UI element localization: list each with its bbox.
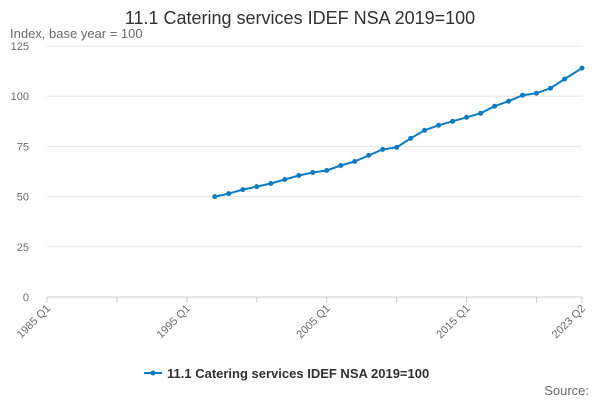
data-point[interactable]	[492, 103, 498, 109]
legend-label: 11.1 Catering services IDEF NSA 2019=100	[167, 366, 429, 381]
data-point[interactable]	[579, 65, 585, 71]
y-tick-label: 0	[23, 292, 29, 304]
y-axis-ticks: 0 25 50 75 100 125	[11, 41, 29, 304]
y-tick-label: 75	[17, 141, 29, 153]
data-point[interactable]	[394, 144, 400, 150]
data-point[interactable]	[366, 152, 372, 158]
data-point[interactable]	[282, 177, 288, 182]
chart-title: 11.1 Catering services IDEF NSA 2019=100	[125, 8, 475, 28]
y-tick-label: 25	[17, 242, 29, 254]
y-gridlines	[47, 45, 582, 248]
data-point[interactable]	[310, 170, 316, 175]
x-tick-label: 2005 Q1	[295, 303, 333, 341]
data-point[interactable]	[478, 110, 484, 116]
data-point[interactable]	[562, 76, 567, 82]
legend-marker-icon	[150, 370, 156, 376]
data-point[interactable]	[450, 118, 456, 124]
x-tick-label: 2023 Q2	[550, 303, 588, 341]
legend[interactable]: 11.1 Catering services IDEF NSA 2019=100	[144, 366, 429, 381]
data-point[interactable]	[436, 122, 442, 128]
data-point[interactable]	[422, 127, 428, 133]
data-point[interactable]	[296, 173, 302, 178]
data-point[interactable]	[254, 184, 260, 190]
data-point[interactable]	[534, 90, 539, 96]
data-point[interactable]	[226, 191, 232, 197]
data-point[interactable]	[520, 92, 526, 98]
data-point[interactable]	[506, 98, 512, 104]
x-axis-ticks: 1985 Q1 1995 Q1 2005 Q1 2015 Q1 2023 Q2	[15, 297, 588, 341]
x-tick-label: 1985 Q1	[15, 303, 53, 341]
x-tick-label: 1995 Q1	[155, 303, 193, 341]
source-label: Source:	[544, 383, 589, 398]
data-point[interactable]	[212, 194, 218, 200]
data-point[interactable]	[338, 163, 344, 168]
data-point[interactable]	[352, 159, 358, 164]
x-tick-label: 2015 Q1	[434, 303, 472, 341]
series-layer	[212, 65, 585, 200]
series-line	[214, 67, 583, 198]
data-point[interactable]	[464, 114, 470, 120]
y-tick-label: 100	[11, 91, 29, 103]
data-point[interactable]	[240, 187, 246, 193]
y-tick-label: 125	[11, 41, 29, 53]
data-point[interactable]	[268, 181, 274, 186]
data-point[interactable]	[380, 146, 386, 152]
data-point[interactable]	[548, 85, 553, 91]
data-point[interactable]	[408, 135, 414, 141]
data-point[interactable]	[324, 168, 330, 173]
y-tick-label: 50	[17, 192, 29, 204]
y-axis-title: Index, base year = 100	[10, 26, 143, 41]
